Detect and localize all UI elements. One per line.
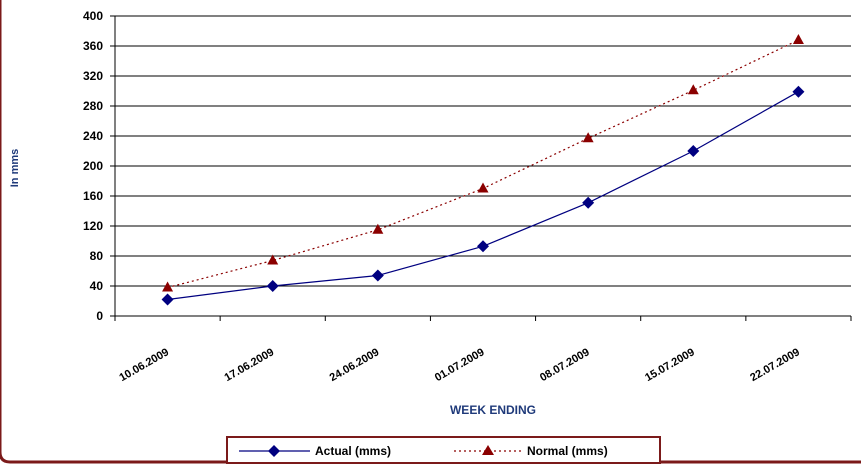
y-tick-label: 160 <box>83 189 103 203</box>
data-point-actual <box>582 196 595 209</box>
x-tick-label: 22.07.2009 <box>748 346 802 384</box>
data-point-actual <box>161 293 174 306</box>
y-tick-label: 80 <box>90 249 104 263</box>
y-tick-label: 200 <box>83 159 103 173</box>
x-tick-label: 17.06.2009 <box>223 346 277 384</box>
y-tick-label: 360 <box>83 39 103 53</box>
data-point-actual <box>477 240 489 253</box>
x-tick-label: 15.07.2009 <box>643 346 697 384</box>
legend-label-normal: Normal (mms) <box>527 444 608 458</box>
x-tick-label: 08.07.2009 <box>538 346 592 384</box>
data-point-normal <box>477 182 489 193</box>
y-tick-label: 320 <box>83 69 103 83</box>
x-tick-label: 10.06.2009 <box>117 346 171 384</box>
data-point-actual <box>687 145 700 157</box>
data-point-normal <box>792 34 804 44</box>
x-axis-label: WEEK ENDING <box>450 403 536 417</box>
y-tick-label: 120 <box>83 219 103 233</box>
plot-area: 0 40 80 120 160 200 240 280 320 360 400 10.06.2009 1… <box>83 9 852 384</box>
y-axis-label: In mms <box>9 149 21 188</box>
data-point-normal <box>582 132 594 143</box>
data-point-actual <box>266 280 279 292</box>
legend-label-actual: Actual (mms) <box>315 444 391 458</box>
data-point-normal <box>162 281 174 292</box>
legend-marker-actual <box>268 445 280 457</box>
y-tick-label: 240 <box>83 129 103 143</box>
data-point-actual <box>371 269 384 282</box>
y-tick-label: 400 <box>83 9 103 23</box>
legend-marker-normal <box>482 445 494 455</box>
data-point-normal <box>372 223 384 234</box>
legend: Actual (mms) Normal (mms) <box>226 436 661 464</box>
data-point-actual <box>792 85 805 98</box>
y-tick-label: 40 <box>90 279 104 293</box>
x-tick-label: 01.07.2009 <box>433 346 487 384</box>
y-tick-label: 280 <box>83 99 103 113</box>
data-point-normal <box>267 254 279 265</box>
x-tick-label: 24.06.2009 <box>328 346 382 384</box>
data-point-normal <box>687 84 699 95</box>
y-tick-label: 0 <box>96 309 103 323</box>
legend-box <box>226 436 661 464</box>
